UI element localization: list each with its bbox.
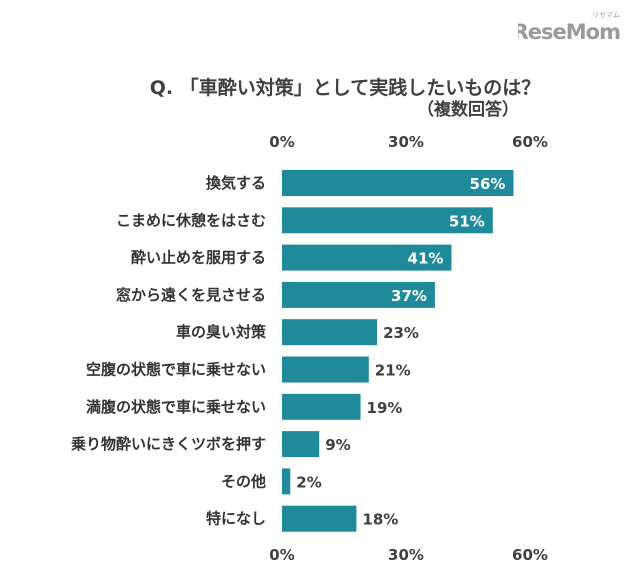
bar (282, 431, 320, 458)
data-label: 23% (383, 324, 419, 342)
chart-subtitle: （複数回答） (417, 99, 519, 120)
top-tick-label: 60% (512, 133, 548, 151)
data-label: 41% (408, 250, 444, 268)
bottom-axis: 0% 30% 60% (269, 546, 548, 564)
logo-subtext: リセマム (592, 11, 620, 19)
top-axis: 0% 30% 60% (269, 133, 548, 151)
category-label: 換気する (206, 174, 266, 192)
bar (282, 244, 452, 271)
category-label: こまめに休憩をはさむ (116, 211, 266, 229)
bar-row: 乗り物酔いにきくツボを押す 9% (71, 431, 351, 458)
bar-rows: 換気する 56% こまめに休憩をはさむ 51% 酔い止めを服用する 41% 窓から遠くを見さ… (71, 170, 514, 532)
category-label: 満腹の状態で車に乗せない (86, 398, 266, 416)
bottom-tick-label: 60% (512, 546, 548, 564)
bar (282, 281, 435, 308)
resemom-logo: リセマム ReseMom (513, 6, 622, 46)
bar-row: 空腹の状態で車に乗せない 21% (86, 356, 411, 383)
bar-row: 換気する 56% (206, 170, 514, 196)
data-label: 18% (362, 511, 398, 529)
bar (282, 393, 361, 420)
data-label: 56% (470, 175, 506, 193)
bar (282, 468, 291, 495)
data-label: 9% (325, 436, 350, 454)
bar-row: 窓から遠くを見させる 37% (116, 281, 435, 308)
bar-row: 満腹の状態で車に乗せない 19% (86, 393, 403, 420)
data-label: 21% (375, 362, 411, 380)
chart-title: Q. 「車酔い対策」として実践したいものは？ (150, 76, 540, 99)
logo-text: ReseMom (518, 20, 620, 44)
bar-row: 酔い止めを服用する 41% (131, 244, 452, 271)
resemom-logo-mark: リセマム ReseMom (513, 11, 621, 44)
bar-row: その他 2% (221, 468, 322, 495)
category-label: 空腹の状態で車に乗せない (86, 361, 266, 379)
category-label: 車の臭い対策 (176, 323, 267, 341)
bar (282, 319, 378, 346)
category-label: 乗り物酔いにきくツボを押す (71, 435, 266, 453)
top-tick-label: 0% (269, 133, 294, 151)
category-label: 特になし (206, 510, 266, 528)
bar-row: 特になし 18% (206, 505, 398, 532)
bar (282, 356, 369, 383)
bottom-tick-label: 0% (269, 546, 294, 564)
bar-row: 車の臭い対策 23% (176, 319, 419, 346)
bar (282, 170, 514, 196)
bottom-tick-label: 30% (388, 546, 424, 564)
category-label: その他 (221, 472, 266, 490)
bar (282, 207, 493, 234)
data-label: 51% (449, 212, 485, 230)
category-label: 窓から遠くを見させる (116, 286, 266, 304)
data-label: 2% (296, 473, 321, 491)
bar-row: こまめに休憩をはさむ 51% (116, 207, 493, 234)
category-label: 酔い止めを服用する (131, 249, 266, 267)
bar (282, 505, 357, 532)
data-label: 19% (367, 399, 403, 417)
data-label: 37% (391, 287, 427, 305)
top-tick-label: 30% (388, 133, 424, 151)
